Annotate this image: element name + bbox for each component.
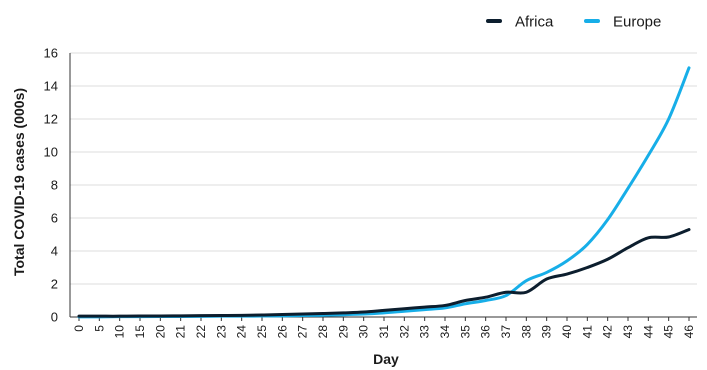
x-tick-label: 46 [682, 325, 696, 339]
x-tick-label: 36 [479, 325, 493, 339]
legend: Africa Europe [486, 14, 661, 31]
x-tick-label: 38 [519, 325, 533, 339]
y-axis-title: Total COVID-19 cases (000s) [11, 88, 27, 276]
series-line-africa [77, 228, 691, 318]
x-tick-label: 20 [153, 325, 167, 339]
gridlines [70, 52, 697, 285]
x-tick-label: 22 [194, 325, 208, 339]
x-tick-label: 10 [113, 325, 127, 339]
x-tick-label: 21 [174, 325, 188, 339]
y-tick-label: 14 [44, 79, 58, 94]
x-tick-label: 5 [92, 325, 106, 332]
y-tick-label: 0 [51, 310, 58, 325]
series-lines [77, 66, 691, 319]
x-tick-label: 34 [438, 325, 452, 339]
y-axis-ticks: 0 2 4 6 8 10 12 14 16 [44, 46, 58, 325]
x-axis-title: Day [373, 351, 399, 367]
x-tick-label: 15 [133, 325, 147, 339]
x-tick-label: 0 [72, 325, 86, 332]
y-tick-label: 6 [51, 211, 58, 226]
x-tick-label: 45 [662, 325, 676, 339]
y-tick-label: 10 [44, 145, 58, 160]
y-tick-label: 16 [44, 46, 58, 61]
x-tick-label: 43 [621, 325, 635, 339]
x-tick-label: 37 [499, 325, 513, 339]
legend-label-africa: Africa [515, 14, 554, 31]
x-tick-label: 25 [255, 325, 269, 339]
x-tick-label: 40 [560, 325, 574, 339]
x-tick-label: 26 [275, 325, 289, 339]
x-tick-label: 33 [418, 325, 432, 339]
x-tick-label: 23 [214, 325, 228, 339]
y-tick-label: 4 [51, 244, 58, 259]
x-tick-label: 35 [458, 325, 472, 339]
y-tick-label: 8 [51, 178, 58, 193]
x-tick-label: 44 [641, 325, 655, 339]
x-tick-label: 41 [580, 325, 594, 339]
x-tick-label: 27 [296, 325, 310, 339]
x-axis-ticks: 0 5 10 15 20 21 22 23 24 25 26 27 28 29 30 31 32 33 34 35 36… [72, 317, 696, 338]
series-line-europe [77, 66, 691, 319]
legend-label-europe: Europe [613, 14, 661, 31]
x-tick-label: 30 [357, 325, 371, 339]
x-tick-label: 32 [397, 325, 411, 339]
y-tick-label: 12 [44, 112, 58, 127]
y-tick-label: 2 [51, 277, 58, 292]
x-tick-label: 24 [235, 325, 249, 339]
x-tick-label: 28 [316, 325, 330, 339]
x-tick-label: 42 [601, 325, 615, 339]
x-tick-label: 31 [377, 325, 391, 339]
x-tick-label: 29 [336, 325, 350, 339]
x-tick-label: 39 [540, 325, 554, 339]
